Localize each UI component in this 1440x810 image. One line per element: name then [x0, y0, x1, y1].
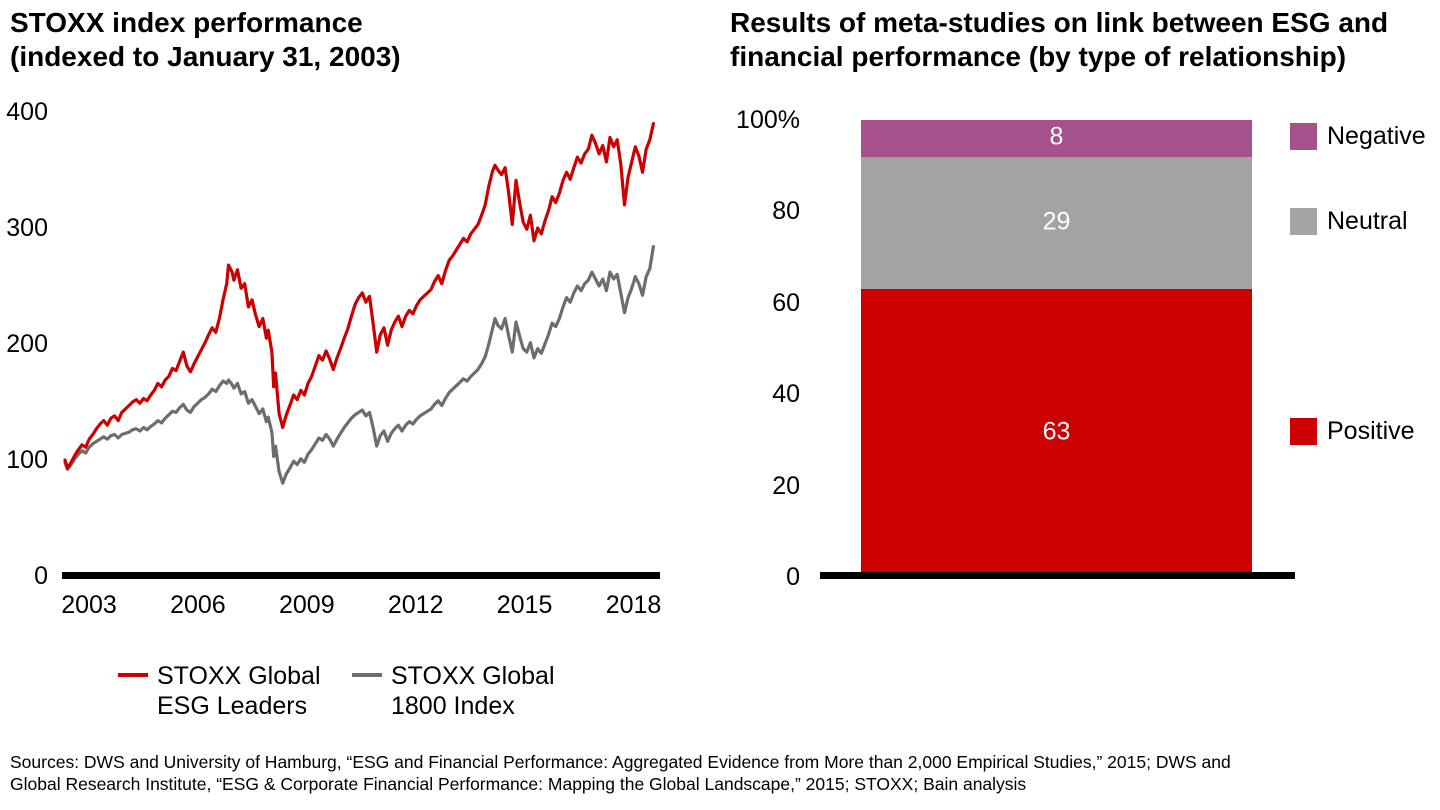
bar-segment-value-positive: 63: [1042, 417, 1071, 446]
line-series-1800-index: [63, 245, 656, 485]
global-1800-line-swatch-icon: [352, 673, 382, 677]
bar-legend-label-positive: Positive: [1327, 417, 1415, 446]
line-plot: [63, 122, 656, 485]
left-x-axis-line: [62, 572, 660, 579]
source-note: Sources: DWS and University of Hamburg, …: [10, 751, 1435, 795]
left-chart-title-line2: (indexed to January 31, 2003): [10, 41, 401, 72]
left-y-tick-200: 200: [6, 330, 48, 358]
right-y-tick-40: 40: [772, 380, 800, 409]
positive-swatch-icon: [1290, 418, 1317, 446]
source-note-line1: Sources: DWS and University of Hamburg, …: [10, 752, 1231, 772]
left-x-tick-2018: 2018: [605, 591, 662, 619]
bar-segment-neutral: 29: [861, 156, 1252, 290]
legend-entry-esg-leaders: STOXX Global ESG Leaders: [118, 661, 321, 721]
right-y-tick-60: 60: [772, 288, 800, 317]
bar-legend-label-neutral: Neutral: [1327, 206, 1408, 235]
bar-legend-entry-neutral: Neutral: [1290, 207, 1408, 236]
left-x-tick-2006: 2006: [170, 591, 226, 619]
legend-1800-line2: 1800 Index: [391, 692, 515, 720]
legend-label-esg-leaders: STOXX Global ESG Leaders: [157, 661, 321, 721]
left-chart-title-line1: STOXX index performance: [10, 7, 363, 38]
legend-label-1800-index: STOXX Global 1800 Index: [391, 661, 555, 721]
left-x-tick-2015: 2015: [496, 591, 553, 619]
left-x-tick-2012: 2012: [387, 591, 444, 619]
stacked-bar: 8 29 63: [861, 120, 1252, 577]
bar-segment-value-neutral: 29: [1042, 207, 1071, 236]
esg-leaders-line-swatch-icon: [118, 673, 148, 677]
legend-entry-1800-index: STOXX Global 1800 Index: [352, 661, 555, 721]
right-chart-title: Results of meta-studies on link between …: [730, 6, 1440, 74]
left-y-tick-300: 300: [6, 214, 48, 242]
negative-swatch-icon: [1290, 123, 1317, 151]
legend-esg-line2: ESG Leaders: [157, 692, 308, 720]
right-y-tick-100: 100%: [736, 106, 800, 134]
left-x-tick-2003: 2003: [61, 591, 117, 619]
right-y-tick-20: 20: [772, 471, 800, 500]
left-x-tick-2009: 2009: [278, 591, 335, 619]
legend-esg-line1: STOXX Global: [157, 662, 321, 690]
right-y-tick-0: 0: [786, 563, 800, 591]
left-y-tick-100: 100: [6, 446, 48, 474]
right-x-axis-line: [820, 572, 1295, 579]
right-y-tick-80: 80: [772, 197, 800, 226]
left-y-tick-0: 0: [34, 562, 48, 590]
bar-segment-positive: 63: [861, 289, 1252, 577]
left-y-tick-400: 400: [6, 98, 48, 126]
bar-segment-negative: 8: [861, 120, 1252, 157]
right-chart-title-line1: Results of meta-studies on link between …: [730, 7, 1389, 38]
left-chart-title: STOXX index performance (indexed to Janu…: [10, 6, 650, 74]
source-note-line2: Global Research Institute, “ESG & Corpor…: [10, 774, 1027, 794]
bar-legend-entry-positive: Positive: [1290, 417, 1415, 446]
right-chart-title-line2: financial performance (by type of relati…: [730, 41, 1347, 72]
line-series-esg-leaders: [63, 122, 656, 470]
bar-segment-value-negative: 8: [1049, 122, 1064, 151]
neutral-swatch-icon: [1290, 207, 1317, 235]
legend-1800-line1: STOXX Global: [391, 662, 555, 690]
bar-legend-label-negative: Negative: [1327, 122, 1426, 151]
bar-legend-entry-negative: Negative: [1290, 122, 1426, 151]
